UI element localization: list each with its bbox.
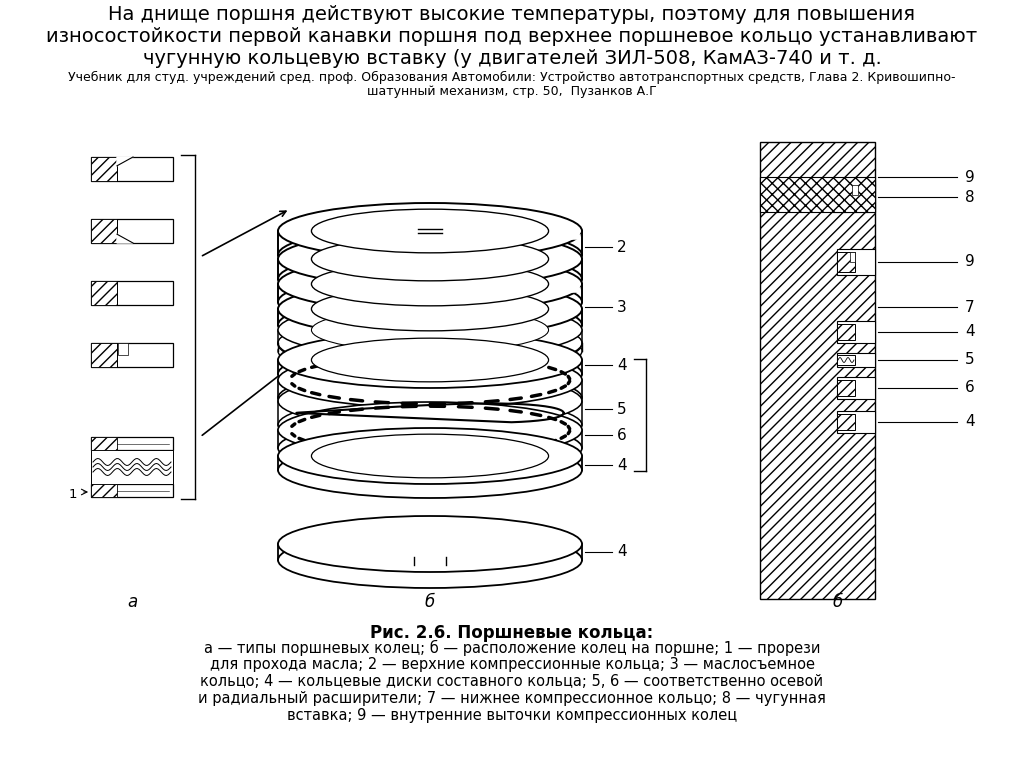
Ellipse shape <box>311 262 549 306</box>
Polygon shape <box>117 234 133 243</box>
Text: 4: 4 <box>617 457 627 472</box>
Bar <box>837 321 874 343</box>
Bar <box>91 437 117 450</box>
Bar <box>850 252 855 262</box>
Ellipse shape <box>278 352 582 408</box>
Bar <box>833 182 874 212</box>
Ellipse shape <box>278 346 582 402</box>
Bar <box>91 157 173 181</box>
Ellipse shape <box>311 434 549 478</box>
Bar <box>837 353 874 367</box>
Bar <box>91 450 173 484</box>
Ellipse shape <box>278 442 582 498</box>
Text: а: а <box>127 593 137 611</box>
Bar <box>837 377 874 399</box>
Bar <box>837 414 855 430</box>
Text: а — типы поршневых колец; б — расположение колец на поршне; 1 — прорези: а — типы поршневых колец; б — расположен… <box>204 640 820 656</box>
Text: 4: 4 <box>617 545 627 559</box>
Bar <box>837 252 855 272</box>
Text: чугунную кольцевую вставку (у двигателей ЗИЛ-508, КамАЗ-740 и т. д.: чугунную кольцевую вставку (у двигателей… <box>142 49 882 68</box>
Polygon shape <box>117 157 133 166</box>
Text: б: б <box>833 593 843 611</box>
Ellipse shape <box>311 308 549 352</box>
Text: износостойкости первой канавки поршня под верхнее поршневое кольцо устанавливают: износостойкости первой канавки поршня по… <box>46 27 978 46</box>
Bar <box>837 249 874 275</box>
Text: 4: 4 <box>965 414 975 430</box>
Ellipse shape <box>278 256 582 312</box>
Ellipse shape <box>278 402 582 458</box>
Bar <box>91 343 173 367</box>
Bar <box>118 343 128 355</box>
Bar <box>91 281 117 305</box>
Ellipse shape <box>278 373 582 429</box>
Ellipse shape <box>278 251 582 307</box>
Bar <box>91 484 173 497</box>
Ellipse shape <box>278 532 582 588</box>
Bar <box>91 437 173 450</box>
Text: 3: 3 <box>617 299 627 314</box>
Bar <box>760 177 874 212</box>
Text: кольцо; 4 — кольцевые диски составного кольца; 5, 6 — соответственно осевой: кольцо; 4 — кольцевые диски составного к… <box>201 674 823 689</box>
Ellipse shape <box>278 370 582 426</box>
Ellipse shape <box>278 516 582 572</box>
Ellipse shape <box>278 227 582 283</box>
Bar <box>91 157 117 181</box>
Ellipse shape <box>278 316 582 372</box>
Text: шатунный механизм, стр. 50,  Пузанков А.Г: шатунный механизм, стр. 50, Пузанков А.Г <box>368 85 656 98</box>
Text: 7: 7 <box>965 299 975 314</box>
Ellipse shape <box>278 302 582 358</box>
Text: вставка; 9 — внутренние выточки компрессионных колец: вставка; 9 — внутренние выточки компресс… <box>287 708 737 723</box>
Ellipse shape <box>278 428 582 484</box>
Bar <box>837 355 855 365</box>
Bar <box>91 484 117 497</box>
Text: 5: 5 <box>617 401 627 416</box>
Ellipse shape <box>278 397 582 453</box>
Ellipse shape <box>278 297 582 353</box>
Ellipse shape <box>311 237 549 281</box>
Bar <box>91 343 117 367</box>
Ellipse shape <box>311 209 549 253</box>
Text: 5: 5 <box>965 353 975 367</box>
Text: 4: 4 <box>617 357 627 373</box>
Ellipse shape <box>278 274 582 330</box>
Text: 8: 8 <box>965 189 975 205</box>
Ellipse shape <box>311 287 549 331</box>
Bar <box>833 185 851 209</box>
Ellipse shape <box>278 203 582 259</box>
Text: Рис. 2.6. Поршневые кольца:: Рис. 2.6. Поршневые кольца: <box>371 624 653 642</box>
Text: На днище поршня действуют высокие температуры, поэтому для повышения: На днище поршня действуют высокие темпер… <box>109 5 915 24</box>
Bar <box>837 324 855 340</box>
Text: для прохода масла; 2 — верхние компрессионные кольца; 3 — маслосъемное: для прохода масла; 2 — верхние компресси… <box>210 657 814 672</box>
Bar <box>846 185 851 197</box>
Text: 6: 6 <box>617 427 627 443</box>
Text: б: б <box>425 593 435 611</box>
Bar <box>852 185 858 195</box>
Bar <box>91 281 173 305</box>
Text: 6: 6 <box>965 380 975 396</box>
Ellipse shape <box>278 420 582 476</box>
Bar <box>837 380 855 396</box>
Bar <box>91 219 173 243</box>
Ellipse shape <box>278 231 582 287</box>
Ellipse shape <box>311 338 549 382</box>
Text: 1: 1 <box>69 489 78 502</box>
Text: 2: 2 <box>617 239 627 255</box>
Ellipse shape <box>278 315 582 371</box>
Bar <box>91 219 117 243</box>
Ellipse shape <box>278 332 582 388</box>
Text: 4: 4 <box>965 324 975 340</box>
Text: 9: 9 <box>965 255 975 269</box>
Text: Учебник для студ. учреждений сред. проф. Образования Автомобили: Устройство авто: Учебник для студ. учреждений сред. проф.… <box>69 71 955 84</box>
Bar <box>760 142 874 599</box>
Ellipse shape <box>278 323 582 379</box>
Bar <box>837 411 874 433</box>
Text: и радиальный расширители; 7 — нижнее компрессионное кольцо; 8 — чугунная: и радиальный расширители; 7 — нижнее ком… <box>198 691 826 706</box>
Text: 9: 9 <box>965 170 975 185</box>
Ellipse shape <box>278 281 582 337</box>
